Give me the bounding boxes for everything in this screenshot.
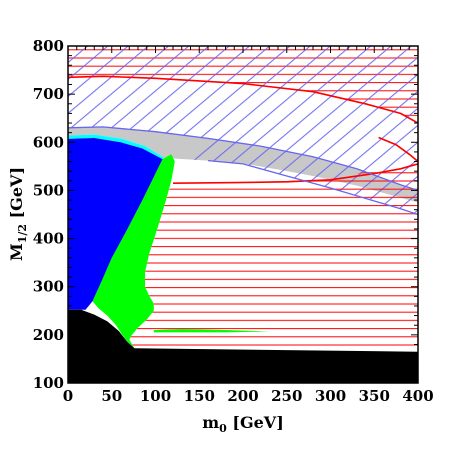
x-tick-label: 50	[101, 387, 122, 405]
regions-layer	[68, 46, 418, 383]
red-boundary-curve-2	[172, 163, 418, 184]
region-black-excluded	[68, 309, 418, 383]
red-boundary-curve-3	[378, 136, 418, 163]
y-tick-label: 800	[33, 37, 64, 55]
x-axis-title-unit: [GeV]	[227, 413, 284, 432]
x-tick-label: 100	[140, 387, 171, 405]
blue-boundary-curve-1	[68, 126, 418, 192]
x-tick-label: 350	[359, 387, 390, 405]
y-tick-label: 200	[33, 326, 64, 344]
blue-boundary-curve-2	[207, 159, 418, 216]
x-tick-label: 250	[271, 387, 302, 405]
region-gray	[68, 126, 418, 203]
y-tick-label: 100	[33, 374, 64, 392]
x-tick-label: 300	[315, 387, 346, 405]
curves-layer	[68, 75, 418, 216]
x-axis-title-sub: 0	[219, 422, 227, 435]
x-tick-label: 150	[184, 387, 215, 405]
region-red-hatched-bottom	[129, 163, 418, 352]
region-blue	[68, 138, 163, 310]
x-tick-label: 400	[402, 387, 433, 405]
x-tick-label: 200	[227, 387, 258, 405]
x-tick-label: 0	[63, 387, 73, 405]
region-green-strip	[92, 154, 175, 349]
y-tick-label: 400	[33, 230, 64, 248]
region-green-tail	[153, 329, 270, 333]
y-axis-title-sub: 1/2	[16, 224, 29, 243]
y-tick-label: 500	[33, 181, 64, 199]
y-axis-title: M1/2 [GeV]	[7, 167, 29, 261]
ticks-layer	[67, 45, 419, 384]
tick-labels-layer: 0 50 100 150 200 250 300 350 400 100 200 300 400 500 6…	[33, 37, 434, 405]
y-tick-label: 700	[33, 85, 64, 103]
region-cyan-band	[68, 134, 165, 160]
y-tick-label: 600	[33, 133, 64, 151]
y-tick-label: 300	[33, 278, 64, 296]
red-boundary-curve-1	[68, 75, 418, 124]
region-blue-hatched	[68, 46, 418, 215]
y-axis-title-main: M	[7, 243, 26, 261]
y-axis-title-unit: [GeV]	[7, 167, 26, 224]
x-axis-title-main: m	[202, 413, 219, 432]
x-axis-title: m0 [GeV]	[202, 413, 284, 435]
